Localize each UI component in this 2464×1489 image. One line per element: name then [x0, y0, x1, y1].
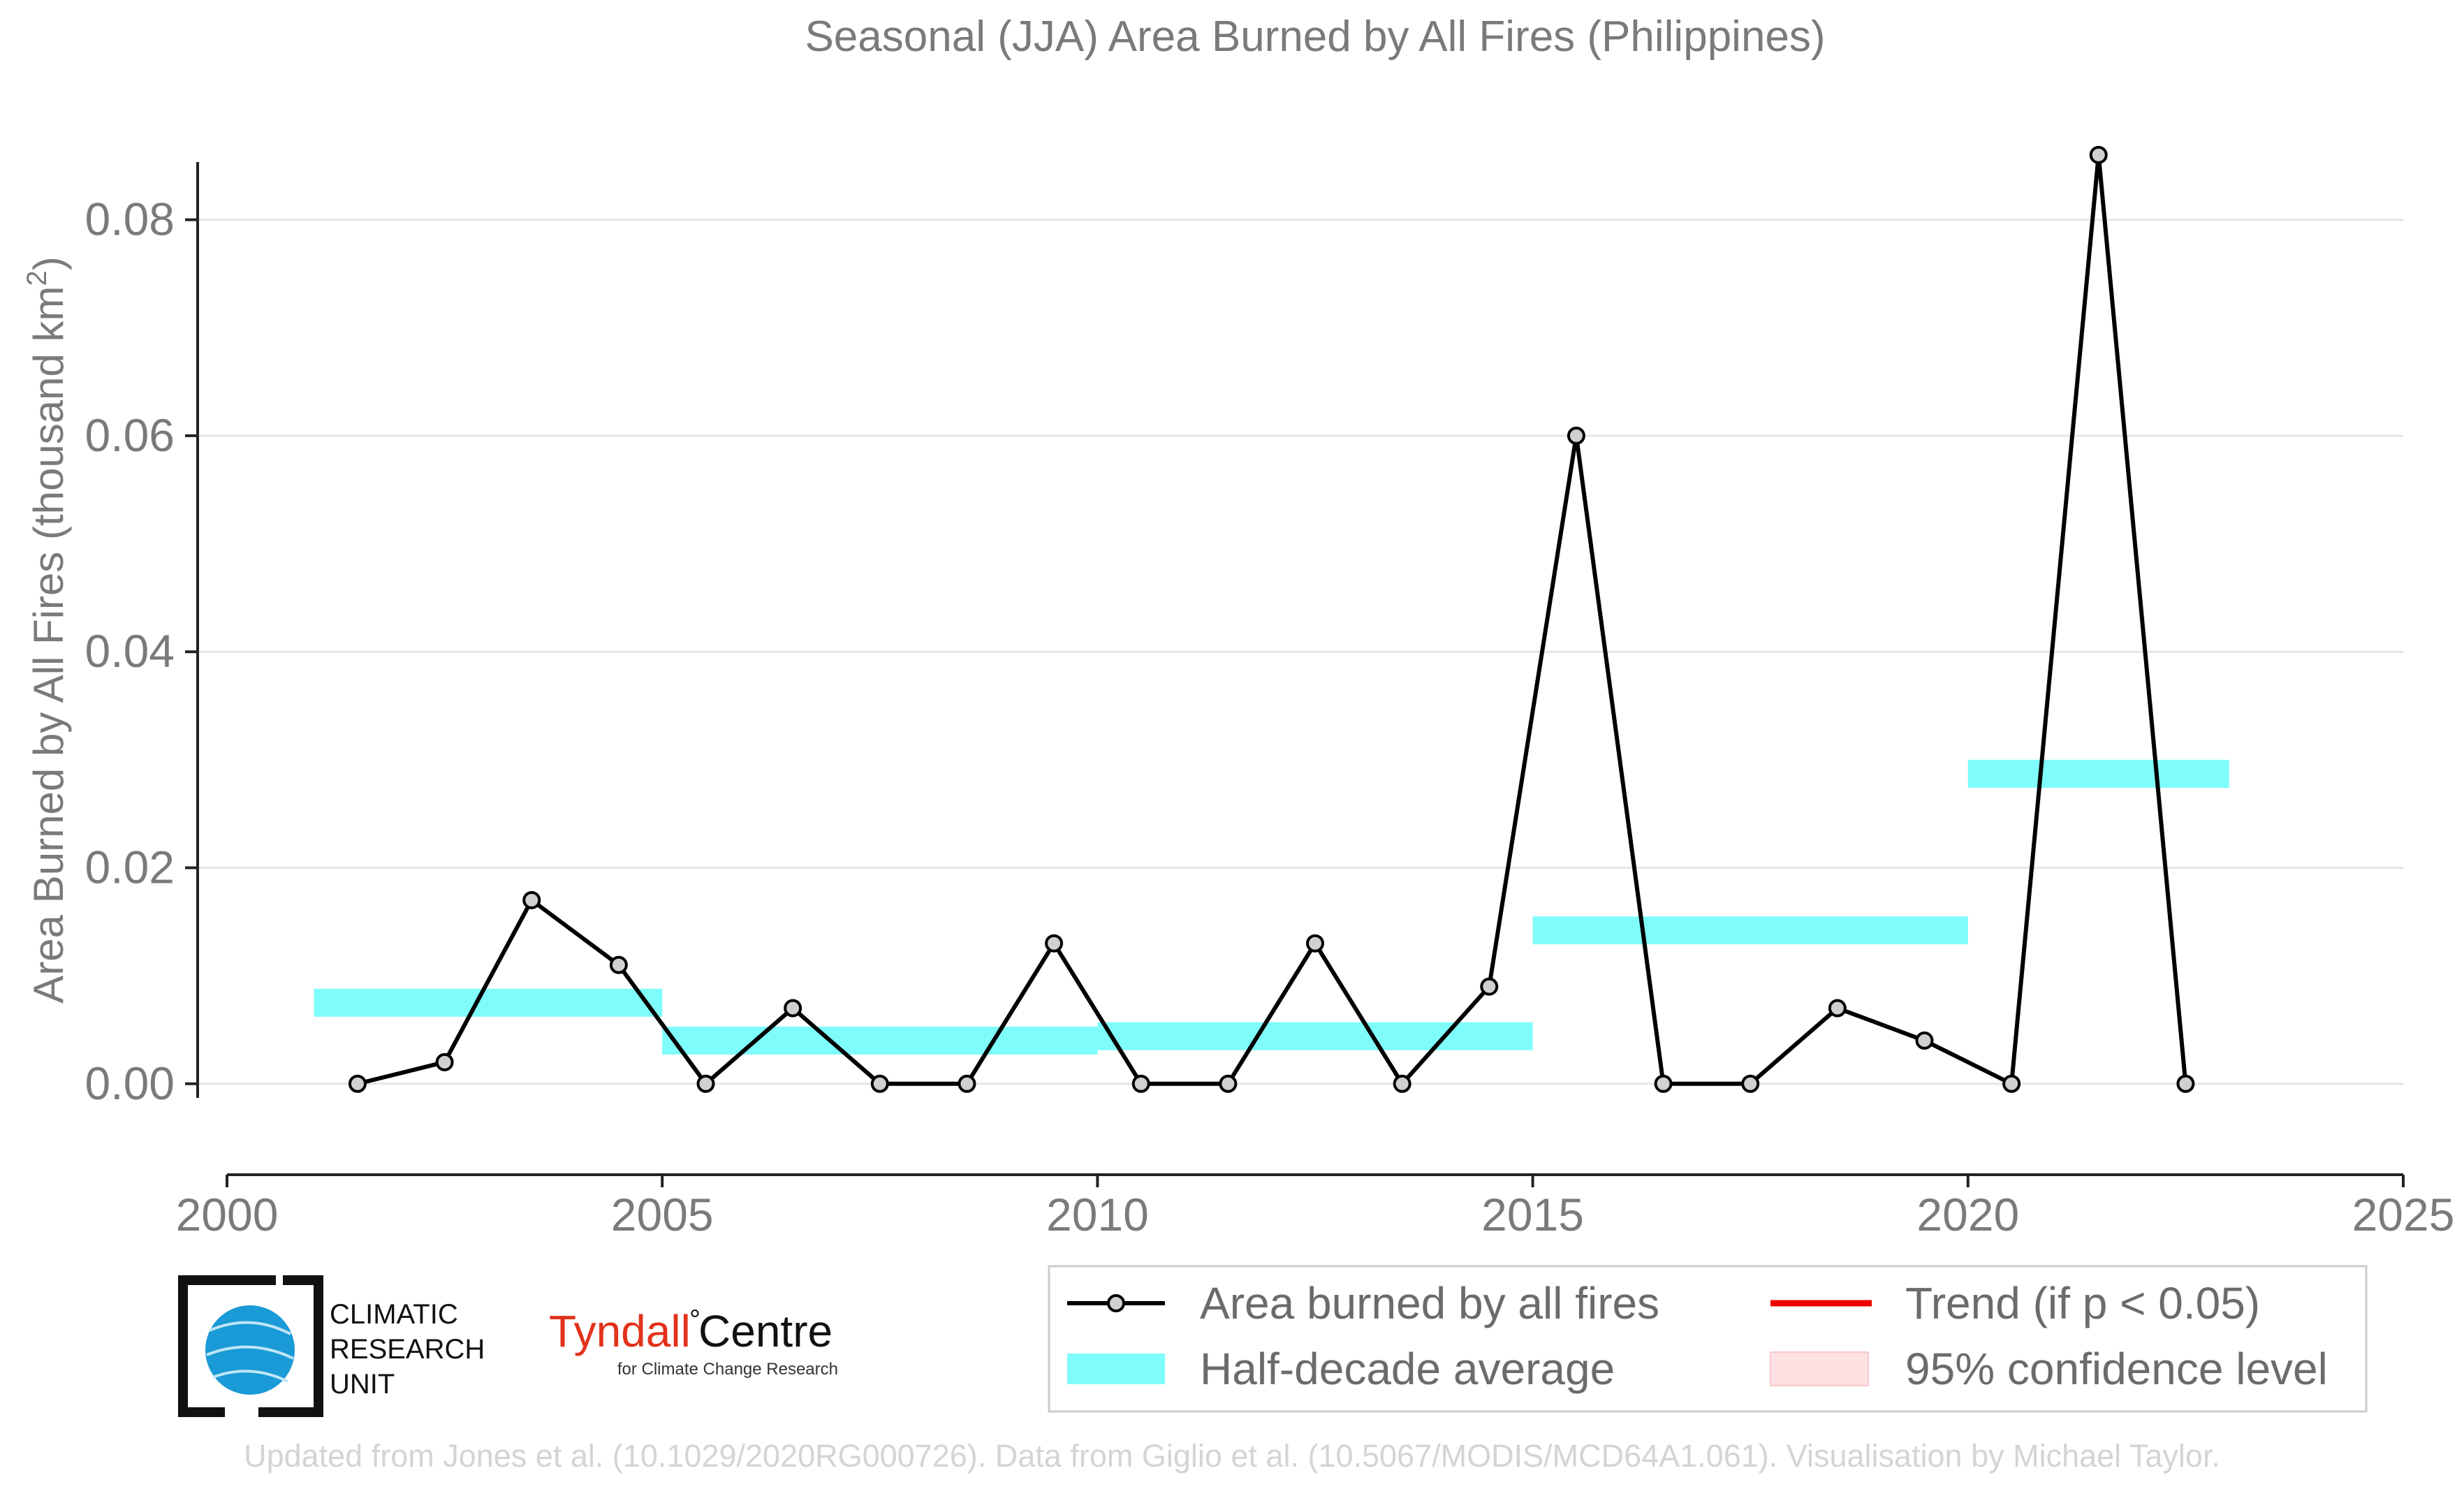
y-tick-label: 0.08	[85, 193, 175, 245]
data-point	[1393, 1074, 1411, 1093]
data-point	[1567, 426, 1585, 445]
x-tick-label: 2015	[1481, 1189, 1584, 1240]
legend-marker-icon	[1107, 1294, 1125, 1312]
series	[348, 145, 2195, 1093]
legend-band-icon	[1067, 1354, 1165, 1384]
legend-label-area: Area burned by all fires	[1200, 1278, 1659, 1328]
data-point	[784, 999, 802, 1018]
cru-bracket-left	[178, 1275, 276, 1417]
data-point	[1915, 1031, 1934, 1050]
legend-box	[1048, 1265, 2368, 1413]
legend-label-trend: Trend (if p < 0.05)	[1905, 1278, 2260, 1328]
data-point	[2002, 1074, 2021, 1093]
data-point	[1219, 1074, 1238, 1093]
axes	[196, 162, 2403, 1176]
half-decade-band	[314, 988, 663, 1017]
data-point	[522, 890, 541, 909]
half-decade-band	[662, 1026, 1098, 1055]
y-tick-label: 0.04	[85, 625, 175, 677]
legend-label-halfdecade: Half-decade average	[1200, 1344, 1615, 1394]
legend-label-ci: 95% confidence level	[1905, 1344, 2328, 1394]
data-point	[2089, 145, 2108, 164]
half-decade-band	[1532, 916, 1968, 945]
x-tick-label: 2010	[1046, 1189, 1149, 1240]
tyndall-centre: Centre	[698, 1306, 833, 1356]
half-decade-band	[1967, 759, 2229, 788]
y-axis-label-main: Area Burned by All Fires (thousand km	[25, 286, 72, 1004]
tyndall-degree: °	[689, 1305, 701, 1335]
tyndall-logo: Tyndall ° Centre for Climate Change Rese…	[549, 1305, 838, 1379]
data-point	[348, 1074, 367, 1093]
y-axis-label: Area Burned by All Fires (thousand km2)	[22, 256, 72, 1003]
chart-title: Seasonal (JJA) Area Burned by All Fires …	[805, 13, 1825, 61]
tyndall-tagline: for Climate Change Research	[617, 1360, 838, 1379]
data-point	[696, 1074, 715, 1093]
cru-globe-lines	[206, 1321, 294, 1383]
data-point	[1741, 1074, 1760, 1093]
half-decade-band	[1097, 1022, 1533, 1050]
cru-text-3: UNIT	[330, 1369, 395, 1400]
x-tick-label: 2025	[2352, 1189, 2455, 1240]
y-tick-label: 0.02	[85, 841, 175, 893]
data-point	[1480, 977, 1499, 996]
y-axis-label-sup: 2	[22, 270, 52, 286]
y-axis-label-end: )	[25, 256, 72, 270]
data-point	[1131, 1074, 1150, 1093]
y-ticks: 0.00 0.02 0.04 0.06 0.08	[85, 193, 198, 1109]
data-point	[435, 1052, 454, 1071]
legend-ci-icon	[1770, 1351, 1869, 1386]
cru-bracket-right	[258, 1275, 323, 1417]
y-tick-label: 0.06	[85, 409, 175, 461]
footer-credit: Updated from Jones et al. (10.1029/2020R…	[244, 1438, 2220, 1474]
data-point	[958, 1074, 976, 1093]
series-line	[357, 154, 2188, 1087]
cru-text-1: CLIMATIC	[330, 1299, 458, 1330]
cru-logo: CLIMATIC RESEARCH UNIT	[178, 1275, 485, 1417]
data-point	[1045, 934, 1064, 953]
data-point	[609, 955, 628, 974]
data-point	[1828, 999, 1847, 1018]
data-point	[1306, 934, 1324, 953]
tyndall-name: Tyndall	[549, 1306, 691, 1356]
legend: Area burned by all fires Trend (if p < 0…	[1048, 1265, 2368, 1413]
cru-text-2: RESEARCH	[330, 1334, 485, 1365]
x-tick-label: 2000	[176, 1189, 279, 1240]
x-tick-label: 2020	[1916, 1189, 2019, 1240]
y-tick-label: 0.00	[85, 1057, 175, 1109]
half-decade-bands	[314, 759, 2229, 1055]
data-point	[1654, 1074, 1673, 1093]
data-point	[2176, 1074, 2195, 1093]
x-ticks: 2000 2005 2010 2015 2020 2025	[176, 1175, 2455, 1240]
data-point	[870, 1074, 889, 1093]
grid	[198, 219, 2403, 1085]
x-tick-label: 2005	[611, 1189, 714, 1240]
